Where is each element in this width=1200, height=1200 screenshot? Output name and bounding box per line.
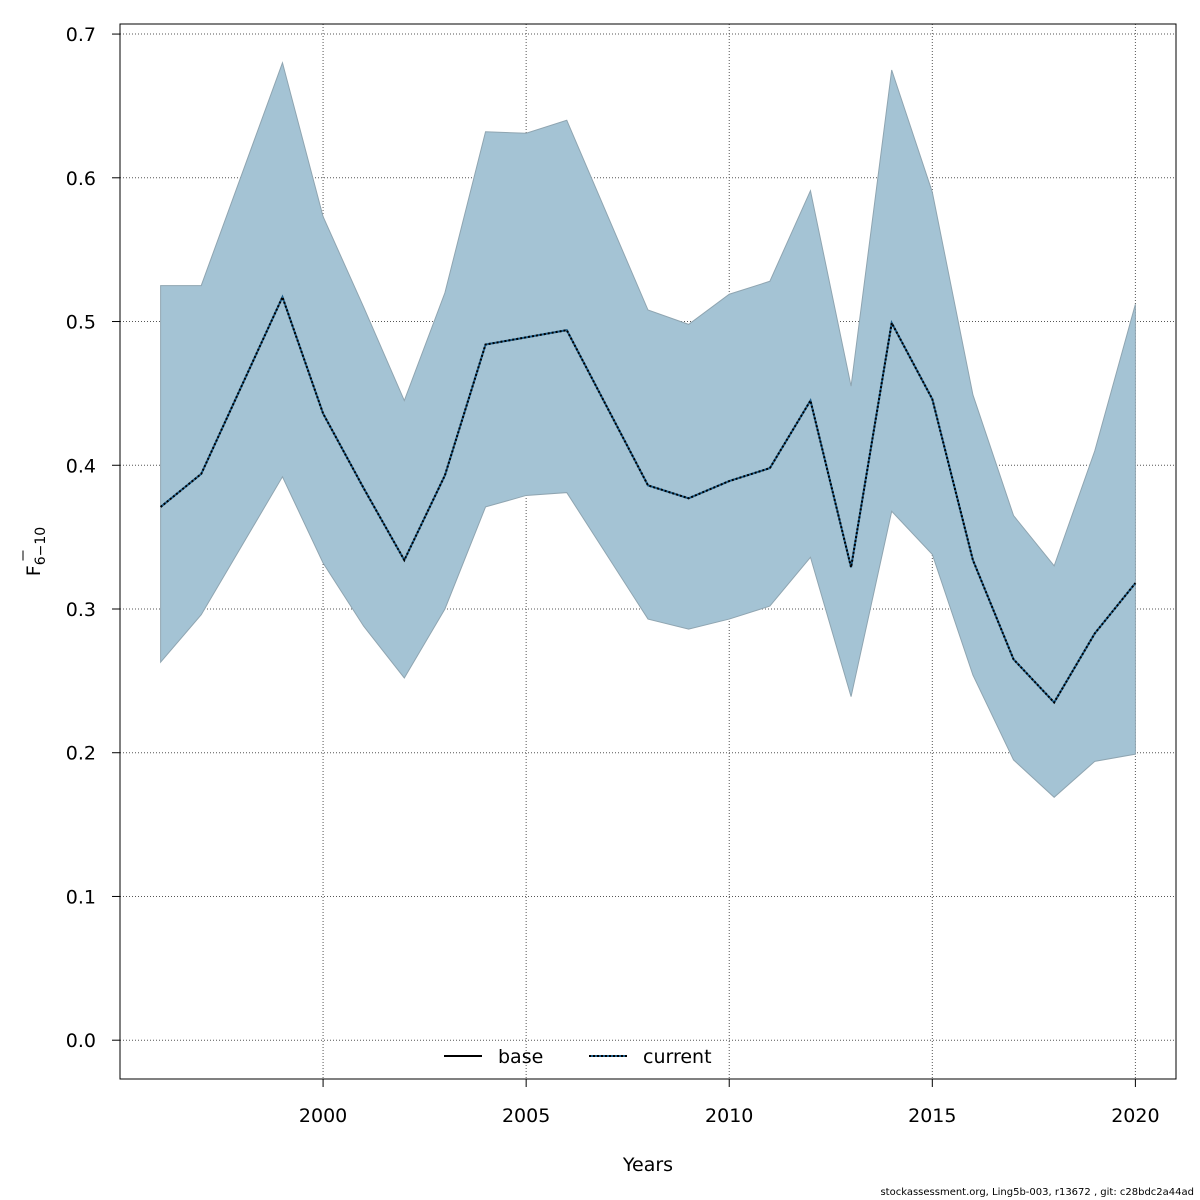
footer-credit: stockassessment.org, Ling5b-003, r13672 …: [880, 1187, 1194, 1198]
legend-label-base: base: [498, 1046, 543, 1068]
x-tick-label: 2020: [1111, 1105, 1159, 1127]
y-tick-label: 0.1: [66, 886, 96, 908]
y-axis-title: F6−10: [22, 527, 49, 576]
y-tick-label: 0.5: [66, 312, 96, 334]
y-tick-label: 0.0: [66, 1030, 96, 1052]
legend-item-base: base: [444, 1046, 543, 1068]
y-tick-label: 0.3: [66, 599, 96, 621]
svg-text:F6−10: F6−10: [23, 527, 49, 576]
y-axis-title-sub: 6−10: [33, 527, 49, 565]
x-tick-label: 2000: [299, 1105, 347, 1127]
confidence-band: [160, 61, 1136, 798]
x-axis-title: Years: [622, 1154, 673, 1176]
x-tick-label: 2010: [705, 1105, 753, 1127]
y-tick-label: 0.4: [66, 455, 96, 477]
x-tick-label: 2015: [908, 1105, 956, 1127]
series-lines: [159, 294, 1137, 705]
legend-label-current: current: [643, 1046, 712, 1068]
series-line-current: [159, 294, 1137, 705]
y-tick-label: 0.6: [66, 168, 96, 190]
x-tick-label: 2005: [502, 1105, 550, 1127]
confidence-band-area: [160, 61, 1136, 798]
legend: base current: [444, 1046, 712, 1068]
y-tick-label: 0.7: [66, 24, 96, 46]
axes: 0.0 0.1 0.2 0.3 0.4 0.5 0.6 0.7 2000 2005 2010 2015…: [66, 24, 1160, 1127]
legend-item-current: current: [589, 1046, 712, 1068]
plot-frame: [119, 23, 1177, 1080]
y-axis-title-main: F: [23, 565, 45, 576]
y-tick-label: 0.2: [66, 743, 96, 765]
